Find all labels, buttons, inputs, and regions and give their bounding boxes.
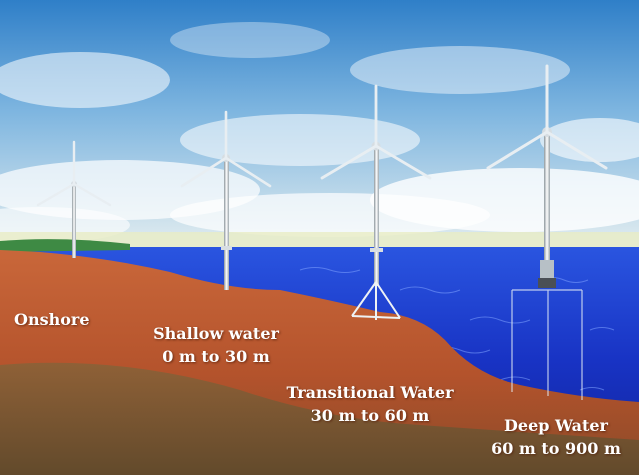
zone-label-onshore: Onshore: [14, 308, 90, 331]
turbine-deep: [486, 64, 608, 288]
mooring-lines: [511, 289, 583, 400]
turbine-onshore: [36, 140, 112, 258]
zone-depth: 60 m to 900 m: [491, 439, 621, 458]
zone-label-shallow: Shallow water 0 m to 30 m: [128, 322, 304, 368]
distant-shore: [0, 239, 130, 252]
turbine-transitional: [320, 84, 432, 320]
clouds: [0, 22, 639, 243]
zone-name: Onshore: [14, 310, 90, 329]
ground: [0, 362, 639, 475]
turbine-shallow: [180, 110, 272, 290]
zone-depth: 30 m to 60 m: [310, 406, 430, 425]
zone-name: Deep Water: [504, 416, 608, 435]
zone-depth: 0 m to 30 m: [162, 347, 270, 366]
zone-name: Shallow water: [153, 324, 279, 343]
zone-label-transitional: Transitional Water 30 m to 60 m: [266, 381, 474, 427]
zone-label-deep: Deep Water 60 m to 900 m: [478, 414, 634, 460]
horizon: [0, 232, 639, 248]
zone-name: Transitional Water: [286, 383, 454, 402]
